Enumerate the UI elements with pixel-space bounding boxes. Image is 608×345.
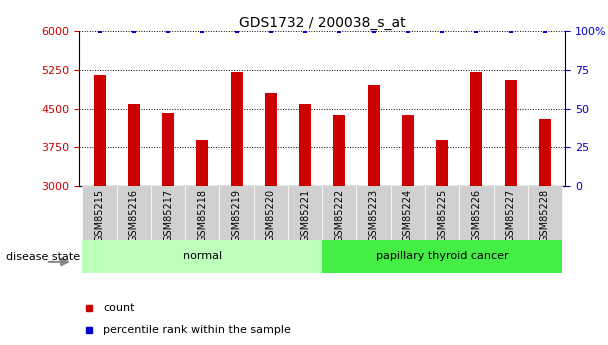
Text: GSM85219: GSM85219 bbox=[232, 189, 241, 242]
Point bbox=[300, 28, 310, 34]
Text: count: count bbox=[103, 303, 135, 313]
Bar bbox=[288, 186, 322, 240]
Text: GSM85224: GSM85224 bbox=[403, 189, 413, 242]
Bar bbox=[151, 186, 185, 240]
Text: GSM85220: GSM85220 bbox=[266, 189, 276, 242]
Bar bbox=[494, 186, 528, 240]
Point bbox=[266, 28, 275, 34]
Text: GSM85228: GSM85228 bbox=[540, 189, 550, 242]
Bar bbox=[230, 72, 243, 186]
Bar bbox=[265, 93, 277, 186]
Point bbox=[163, 28, 173, 34]
Bar bbox=[391, 186, 425, 240]
Point bbox=[506, 28, 516, 34]
Text: papillary thyroid cancer: papillary thyroid cancer bbox=[376, 251, 508, 261]
Bar bbox=[185, 186, 219, 240]
Bar bbox=[539, 119, 551, 186]
Point bbox=[403, 28, 413, 34]
Bar bbox=[83, 240, 322, 273]
Point bbox=[540, 28, 550, 34]
Bar bbox=[299, 104, 311, 186]
Point bbox=[369, 28, 379, 34]
Bar bbox=[254, 186, 288, 240]
Bar bbox=[425, 186, 459, 240]
Text: percentile rank within the sample: percentile rank within the sample bbox=[103, 325, 291, 335]
Bar bbox=[333, 115, 345, 186]
Bar bbox=[128, 104, 140, 186]
Bar bbox=[117, 186, 151, 240]
Text: GSM85218: GSM85218 bbox=[198, 189, 207, 242]
Bar bbox=[322, 240, 562, 273]
Bar bbox=[436, 140, 448, 186]
Text: GSM85217: GSM85217 bbox=[163, 189, 173, 242]
Bar bbox=[459, 186, 494, 240]
Point bbox=[198, 28, 207, 34]
Text: GSM85227: GSM85227 bbox=[506, 189, 516, 242]
Bar bbox=[528, 186, 562, 240]
Bar bbox=[402, 115, 414, 186]
Point bbox=[232, 28, 241, 34]
Bar bbox=[471, 72, 482, 186]
Bar bbox=[219, 186, 254, 240]
Bar bbox=[505, 80, 517, 186]
Text: GSM85225: GSM85225 bbox=[437, 189, 447, 242]
Point bbox=[95, 28, 105, 34]
Bar bbox=[356, 186, 391, 240]
Text: GSM85223: GSM85223 bbox=[368, 189, 379, 242]
Text: GSM85215: GSM85215 bbox=[95, 189, 105, 242]
Text: normal: normal bbox=[183, 251, 222, 261]
Bar bbox=[94, 75, 106, 186]
Bar bbox=[368, 85, 379, 186]
Text: disease state: disease state bbox=[6, 252, 80, 262]
Text: GSM85226: GSM85226 bbox=[471, 189, 482, 242]
Point bbox=[472, 28, 482, 34]
Title: GDS1732 / 200038_s_at: GDS1732 / 200038_s_at bbox=[239, 16, 406, 30]
Text: GSM85221: GSM85221 bbox=[300, 189, 310, 242]
Bar bbox=[83, 186, 117, 240]
Bar bbox=[196, 140, 209, 186]
Point bbox=[129, 28, 139, 34]
Bar bbox=[322, 186, 356, 240]
Point bbox=[437, 28, 447, 34]
Text: GSM85222: GSM85222 bbox=[334, 189, 344, 242]
Text: GSM85216: GSM85216 bbox=[129, 189, 139, 242]
Point bbox=[334, 28, 344, 34]
Bar bbox=[162, 113, 174, 186]
